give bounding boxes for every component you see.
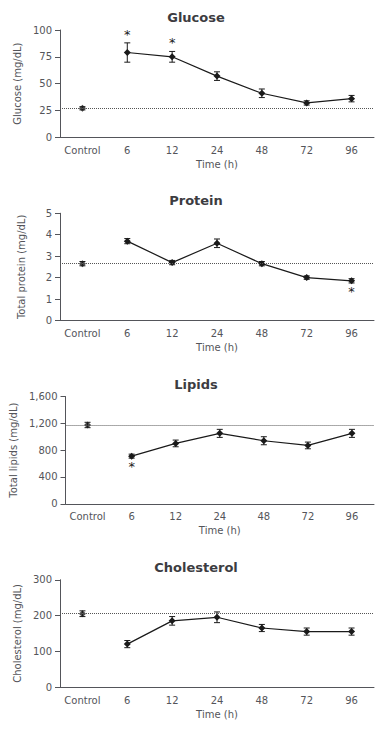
svg-text:Total lipids (mg/dL): Total lipids (mg/dL) (8, 402, 19, 498)
svg-text:3: 3 (46, 251, 52, 262)
svg-text:50: 50 (39, 78, 52, 89)
svg-text:100: 100 (33, 646, 52, 657)
svg-text:24: 24 (213, 511, 226, 522)
svg-text:0: 0 (51, 498, 57, 509)
svg-text:4: 4 (46, 229, 52, 240)
svg-text:72: 72 (302, 511, 315, 522)
svg-text:24: 24 (211, 695, 224, 706)
svg-text:Glucose (mg/dL): Glucose (mg/dL) (12, 42, 23, 124)
svg-text:Control: Control (69, 511, 105, 522)
svg-text:Control: Control (64, 695, 100, 706)
svg-text:Time (h): Time (h) (195, 709, 238, 720)
svg-text:12: 12 (166, 328, 179, 339)
svg-text:Time (h): Time (h) (195, 159, 238, 170)
svg-text:6: 6 (128, 511, 134, 522)
svg-text:96: 96 (346, 511, 359, 522)
svg-text:*: * (169, 35, 176, 50)
svg-text:72: 72 (300, 328, 313, 339)
svg-text:12: 12 (169, 511, 182, 522)
svg-text:48: 48 (257, 511, 270, 522)
svg-text:1,600: 1,600 (29, 391, 58, 402)
svg-text:96: 96 (345, 145, 358, 156)
svg-text:Protein: Protein (169, 193, 223, 208)
svg-text:200: 200 (33, 610, 52, 621)
svg-text:Time (h): Time (h) (195, 342, 238, 353)
svg-text:Control: Control (64, 328, 100, 339)
svg-text:400: 400 (38, 471, 57, 482)
svg-text:Control: Control (64, 145, 100, 156)
svg-text:6: 6 (124, 328, 130, 339)
svg-text:48: 48 (255, 145, 268, 156)
svg-text:Total protein (mg/dL): Total protein (mg/dL) (16, 215, 27, 321)
svg-text:*: * (128, 459, 135, 474)
svg-text:100: 100 (33, 25, 52, 36)
svg-text:72: 72 (300, 695, 313, 706)
svg-text:0: 0 (46, 682, 52, 693)
svg-text:2: 2 (46, 272, 52, 283)
svg-text:6: 6 (124, 695, 130, 706)
svg-text:75: 75 (39, 51, 52, 62)
svg-text:Time (h): Time (h) (198, 525, 241, 536)
svg-text:300: 300 (33, 574, 52, 585)
svg-text:24: 24 (211, 328, 224, 339)
svg-text:800: 800 (38, 445, 57, 456)
svg-text:*: * (124, 27, 131, 42)
svg-text:96: 96 (345, 695, 358, 706)
svg-text:5: 5 (46, 208, 52, 219)
svg-text:Cholesterol: Cholesterol (154, 560, 238, 575)
svg-text:Lipids: Lipids (174, 377, 218, 392)
svg-text:*: * (348, 284, 355, 299)
svg-text:12: 12 (166, 695, 179, 706)
svg-text:0: 0 (46, 132, 52, 143)
svg-text:Cholesterol (mg/dL): Cholesterol (mg/dL) (12, 584, 23, 683)
svg-text:1,200: 1,200 (29, 418, 58, 429)
svg-text:96: 96 (345, 328, 358, 339)
svg-text:Glucose: Glucose (167, 10, 225, 25)
svg-text:72: 72 (300, 145, 313, 156)
svg-text:48: 48 (255, 695, 268, 706)
svg-text:6: 6 (124, 145, 130, 156)
svg-text:25: 25 (39, 105, 52, 116)
svg-text:12: 12 (166, 145, 179, 156)
svg-text:0: 0 (46, 315, 52, 326)
svg-text:24: 24 (211, 145, 224, 156)
svg-text:1: 1 (46, 294, 52, 305)
svg-text:48: 48 (255, 328, 268, 339)
